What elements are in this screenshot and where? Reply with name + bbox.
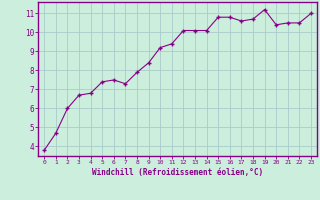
X-axis label: Windchill (Refroidissement éolien,°C): Windchill (Refroidissement éolien,°C) [92,168,263,177]
